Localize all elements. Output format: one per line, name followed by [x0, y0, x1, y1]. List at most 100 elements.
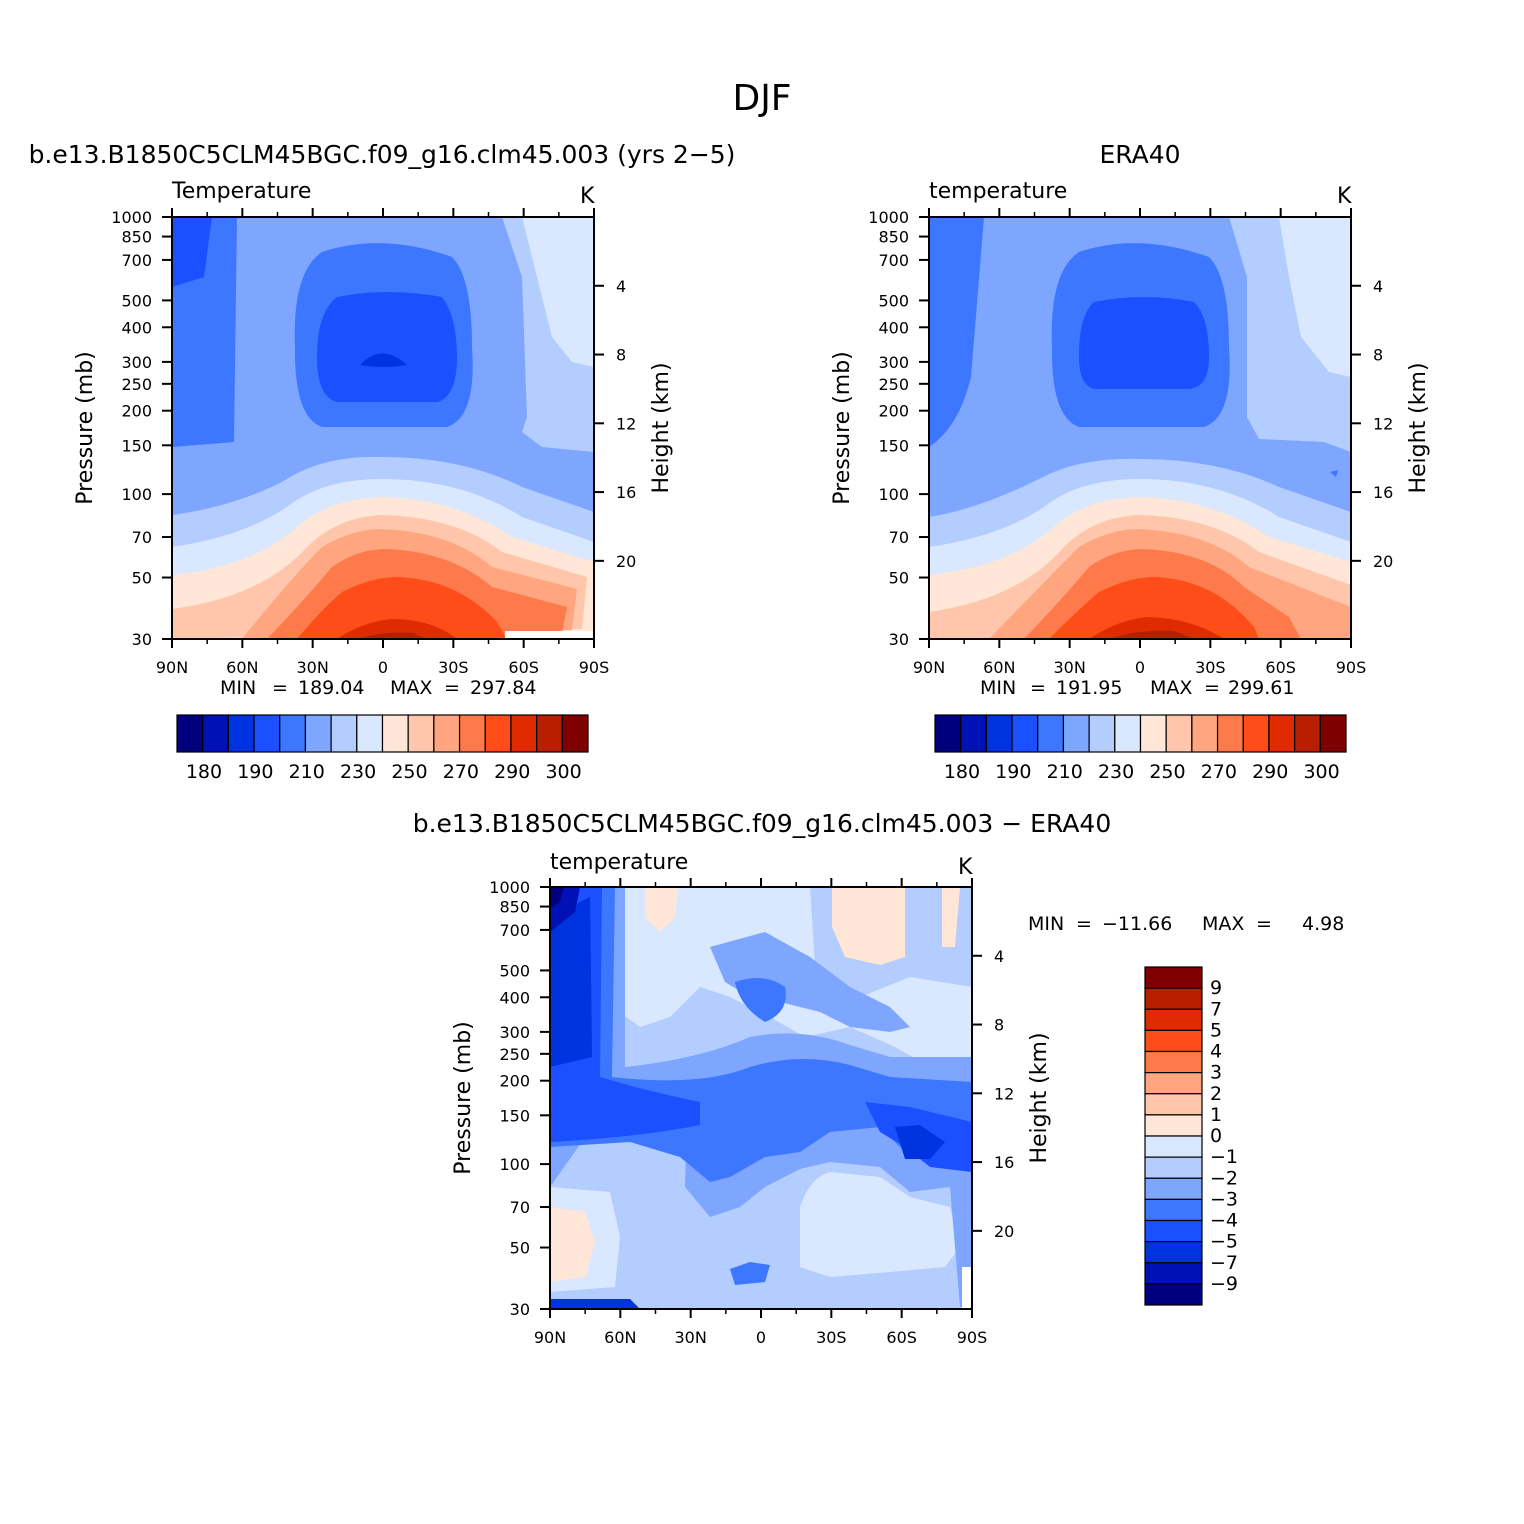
obs-y2-tick-label: 4 [1373, 277, 1383, 296]
colorbar-label: 250 [1149, 761, 1185, 783]
colorbar-box [1319, 714, 1347, 753]
colorbar-box [934, 714, 962, 753]
model-colorbar: 180 190 210 230 250 270 290 300 [176, 714, 589, 783]
diff-contour-band [550, 897, 592, 1067]
model-contour-band [172, 217, 212, 287]
diff-contour-band [645, 887, 678, 932]
colorbar-label: 3 [1210, 1062, 1222, 1084]
diff-y-tick-label: 100 [499, 1155, 530, 1174]
diff-max-eq: = [1256, 913, 1272, 935]
obs-contour-band [929, 217, 984, 447]
obs-max-value: 299.61 [1228, 677, 1294, 699]
colorbar-label: 210 [1047, 761, 1083, 783]
model-y2-tick-label: 16 [616, 483, 636, 502]
colorbar-box [176, 714, 204, 753]
diff-y2-tick-label: 4 [994, 947, 1004, 966]
obs-y2-tick-label: 16 [1373, 483, 1393, 502]
diff-contour-band [550, 887, 564, 909]
model-y-tick-label: 50 [132, 569, 152, 588]
colorbar-box [1037, 714, 1065, 753]
model-x-tick-label: 90N [156, 658, 188, 677]
colorbar-box [458, 714, 486, 753]
model-y-axis-label: Pressure (mb) [73, 351, 98, 505]
model-y-tick-label: 850 [121, 228, 152, 247]
obs-x-tick-label: 30N [1054, 658, 1086, 677]
obs-x-tick-label: 60S [1265, 658, 1296, 677]
colorbar-label: 290 [1252, 761, 1288, 783]
model-missing-data [505, 631, 594, 639]
colorbar-box [1144, 1198, 1203, 1222]
diff-y-tick-label: 500 [499, 961, 530, 980]
diff-contour-band [730, 1262, 770, 1285]
colorbar-label: 180 [186, 761, 222, 783]
diff-min-label: MIN [1028, 913, 1064, 935]
colorbar-box [1114, 714, 1142, 753]
colorbar-box [960, 714, 987, 753]
model-x-tick-label: 30N [297, 658, 329, 677]
colorbar-box [536, 714, 563, 753]
obs-x-tick-label: 90N [913, 658, 945, 677]
obs-y-tick-label: 300 [878, 353, 909, 372]
colorbar-label: 9 [1210, 977, 1222, 999]
diff-x-tick-label: 30S [816, 1328, 847, 1347]
obs-units-label: K [1337, 184, 1352, 209]
model-contours [172, 217, 594, 639]
obs-y-tick-label: 50 [889, 569, 909, 588]
diff-contour-band [550, 1207, 595, 1282]
colorbar-box [202, 714, 229, 753]
colorbar-label: 300 [1303, 761, 1339, 783]
model-plot-area: 90N 60N 30N 0 30S 60S 90S 30507010015020025030… [111, 208, 636, 677]
model-contour-band [317, 292, 457, 402]
colorbar-box [561, 714, 589, 753]
colorbar-label: 270 [1201, 761, 1237, 783]
diff-y-tick-label: 300 [499, 1023, 530, 1042]
model-y2-axis: 20 16 12 8 4 [594, 277, 636, 571]
model-contour-band [337, 619, 457, 639]
colorbar-box [433, 714, 461, 753]
colorbar-label: 190 [237, 761, 273, 783]
colorbar-box [1144, 1156, 1203, 1179]
colorbar-label: 230 [340, 761, 376, 783]
obs-contour-band [1079, 297, 1209, 389]
diff-min-eq: = [1076, 913, 1092, 935]
colorbar-box [1144, 1008, 1203, 1031]
colorbar-box [1165, 714, 1193, 753]
diff-min-value: −11.66 [1102, 913, 1172, 935]
colorbar-box [1144, 1283, 1203, 1306]
model-x-tick-label: 60S [508, 658, 539, 677]
diff-y-tick-label: 150 [499, 1106, 530, 1125]
diff-y-tick-label: 250 [499, 1045, 530, 1064]
obs-min-label: MIN [980, 677, 1016, 699]
obs-y-tick-label: 70 [889, 528, 909, 547]
diff-y-tick-label: 50 [510, 1239, 530, 1258]
obs-max-eq: = [1204, 677, 1220, 699]
diff-plot-area: 90N 60N 30N 0 30S 60S 90S 30507010015020025030… [489, 878, 1014, 1347]
obs-contour-band [1089, 617, 1224, 639]
diff-y2-tick-label: 16 [994, 1153, 1014, 1172]
diff-contour-band [895, 1125, 945, 1159]
colorbar-box [1216, 714, 1244, 753]
obs-contour-band [1279, 217, 1351, 377]
obs-contour-band [1330, 470, 1338, 477]
colorbar-label: −7 [1210, 1252, 1238, 1274]
colorbar-box [279, 714, 307, 753]
obs-y2-tick-label: 20 [1373, 552, 1393, 571]
obs-max-label: MAX [1150, 677, 1192, 699]
model-y-tick-label: 200 [121, 402, 152, 421]
obs-x-axis: 90N 60N 30N 0 30S 60S 90S [913, 208, 1366, 677]
colorbar-box [1144, 1050, 1203, 1074]
diff-y-tick-label: 1000 [489, 878, 530, 897]
diff-y2-tick-label: 20 [994, 1222, 1014, 1241]
obs-contour-band [1049, 577, 1259, 639]
model-x-tick-label: 60N [226, 658, 258, 677]
colorbar-box [1268, 714, 1296, 753]
colorbar-label: 4 [1210, 1041, 1222, 1063]
colorbar-label: 290 [494, 761, 530, 783]
colorbar-box [484, 714, 512, 753]
obs-y-tick-label: 500 [878, 291, 909, 310]
colorbar-label: 0 [1210, 1125, 1222, 1147]
